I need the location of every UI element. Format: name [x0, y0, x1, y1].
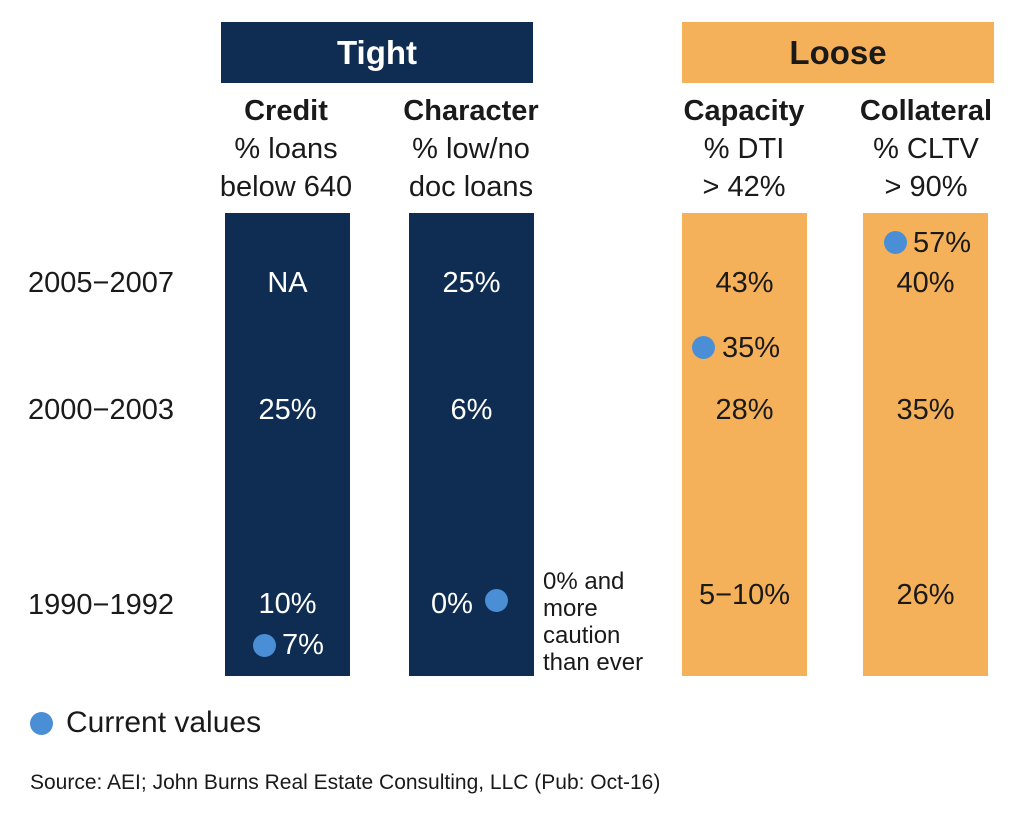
annotation-line: than ever	[543, 649, 644, 676]
loose-banner-label: Loose	[789, 33, 887, 71]
character-column-bar	[409, 213, 534, 676]
table-cell-character-2000: 6%	[450, 394, 493, 426]
table-cell-capacity-2000: 28%	[715, 394, 774, 426]
column-name: Credit	[244, 95, 328, 127]
current-value-dot-capacity	[692, 336, 715, 359]
column-subtitle: below 640	[219, 171, 353, 203]
table-cell-credit-2005: NA	[267, 267, 308, 299]
table-cell-credit-2000: 25%	[258, 394, 317, 426]
current-value-dot-credit	[253, 634, 276, 657]
table-cell-collateral-2000: 35%	[896, 394, 955, 426]
column-name: Character	[403, 95, 539, 127]
column-subtitle: % low/no	[412, 133, 530, 165]
source-note: Source: AEI; John Burns Real Estate Cons…	[30, 771, 661, 794]
capacity-column-bar	[682, 213, 807, 676]
current-value-dot-collateral	[884, 231, 907, 254]
row-label-2000-2003: 2000−2003	[28, 394, 174, 426]
column-name: Capacity	[683, 95, 805, 127]
column-subtitle: > 90%	[884, 171, 968, 203]
annotation-line: 0% and	[543, 568, 625, 595]
table-cell-capacity-2005: 43%	[715, 267, 774, 299]
table-cell-capacity-1990: 5−10%	[698, 579, 791, 611]
column-subtitle: % loans	[234, 133, 338, 165]
table-cell-collateral-1990: 26%	[896, 579, 955, 611]
row-label-2005-2007: 2005−2007	[28, 267, 174, 299]
current-value-credit: 7%	[282, 629, 324, 661]
current-value-dot-character	[485, 589, 508, 612]
column-header-credit: Credit % loans below 640	[196, 92, 376, 206]
column-subtitle: doc loans	[408, 171, 534, 203]
table-cell-collateral-2005: 40%	[896, 267, 955, 299]
column-header-character: Character % low/no doc loans	[381, 92, 561, 206]
row-label-1990-1992: 1990−1992	[28, 589, 174, 621]
annotation-line: caution	[543, 622, 621, 649]
current-value-collateral: 57%	[913, 227, 972, 259]
table-cell-character-2005: 25%	[442, 267, 501, 299]
current-value-capacity: 35%	[722, 332, 781, 364]
column-header-capacity: Capacity % DTI > 42%	[654, 92, 834, 206]
tight-banner-label: Tight	[336, 33, 418, 71]
column-name: Collateral	[859, 95, 993, 127]
table-cell-credit-1990: 10%	[258, 588, 317, 620]
loose-banner: Loose	[682, 22, 994, 83]
column-subtitle: > 42%	[702, 171, 786, 203]
column-subtitle: % CLTV	[873, 133, 979, 165]
legend-dot-icon	[30, 712, 53, 735]
collateral-column-bar	[863, 213, 988, 676]
annotation-note: 0% and more caution than ever	[543, 568, 643, 676]
legend-label: Current values	[66, 706, 262, 739]
column-subtitle: % DTI	[703, 133, 785, 165]
column-header-collateral: Collateral % CLTV > 90%	[836, 92, 1016, 206]
annotation-line: more	[543, 595, 598, 622]
tight-banner: Tight	[221, 22, 533, 83]
table-cell-character-1990: 0%	[431, 588, 473, 620]
credit-column-bar	[225, 213, 350, 676]
